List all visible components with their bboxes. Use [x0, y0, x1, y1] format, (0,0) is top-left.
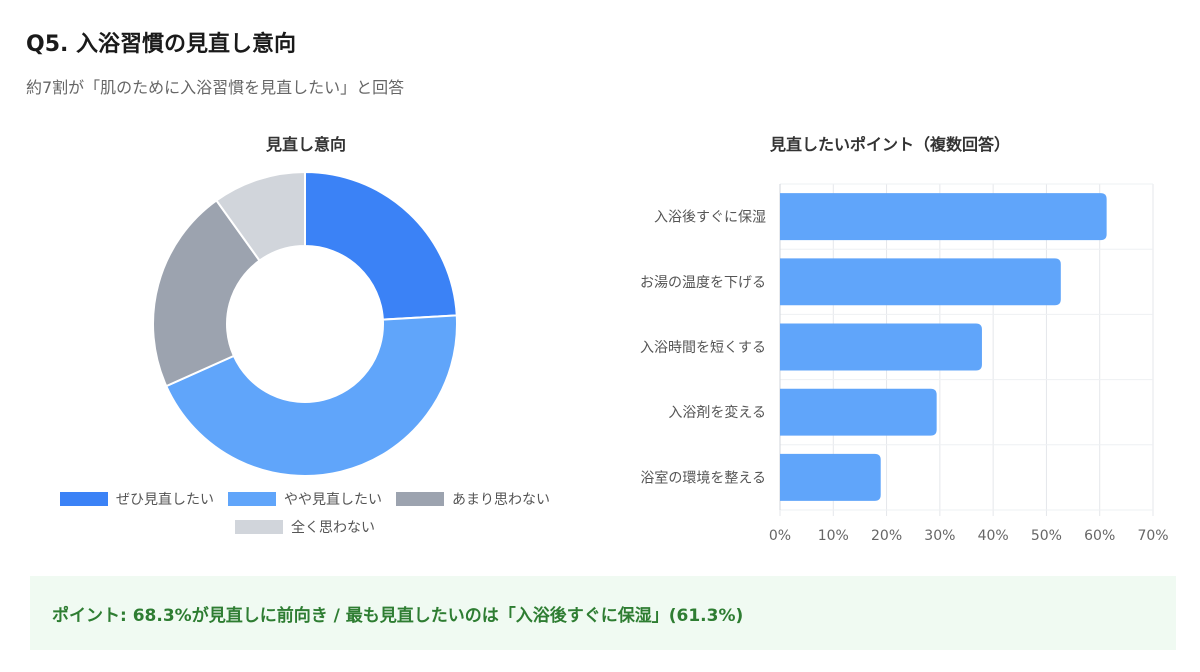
bar-chart: 0% 10% 20% 30% 40% 50% 60% 70% 入浴後すぐに保湿お湯の温度を下げる…	[640, 183, 1169, 544]
x-tick-label: 70%	[1137, 528, 1168, 544]
legend-label: 全く思わない	[291, 520, 375, 536]
x-tick-label: 30%	[924, 528, 955, 544]
legend-swatch	[228, 492, 276, 506]
x-tick-label: 40%	[978, 528, 1009, 544]
page-subtitle: 約7割が「肌のために入浴習慣を見直したい」と回答	[26, 78, 405, 97]
legend-label: ぜひ見直したい	[116, 492, 214, 508]
legend-item: 全く思わない	[235, 517, 375, 537]
donut-slice-3	[152, 199, 261, 388]
legend-item: あまり思わない	[396, 489, 550, 509]
donut-slice-1	[304, 170, 458, 321]
legend-swatch	[396, 492, 444, 506]
y-category-label: 入浴剤を変える	[668, 404, 766, 421]
legend-label: やや見直したい	[284, 492, 382, 508]
legend-row: 全く思わない	[40, 515, 570, 539]
donut-slice-4	[215, 170, 306, 263]
bar-chart-title: 見直したいポイント（複数回答）	[769, 135, 1010, 154]
y-category-label: お湯の温度を下げる	[640, 274, 766, 291]
callout-text: ポイント: 68.3%が見直しに前向き / 最も見直したいのは「入浴後すぐに保湿…	[52, 605, 744, 626]
page-title: Q5. 入浴習慣の見直し意向	[26, 32, 297, 57]
legend-item: ぜひ見直したい	[60, 489, 214, 509]
legend-label: あまり思わない	[452, 492, 550, 508]
donut-legend: ぜひ見直したい やや見直したい あまり思わない 全く思わない	[40, 487, 570, 543]
x-tick-label: 10%	[818, 528, 849, 544]
bar	[780, 193, 1107, 241]
x-tick-label: 0%	[769, 528, 791, 544]
x-tick-label: 60%	[1084, 528, 1115, 544]
bar	[780, 453, 881, 501]
legend-row: ぜひ見直したい やや見直したい あまり思わない	[40, 487, 570, 511]
legend-swatch	[235, 520, 283, 534]
y-category-label: 入浴後すぐに保湿	[654, 210, 766, 226]
y-category-label: 浴室の環境を整える	[640, 469, 766, 486]
y-category-label: 入浴時間を短くする	[640, 340, 766, 356]
x-tick-label: 50%	[1031, 528, 1062, 544]
legend-item: やや見直したい	[228, 489, 382, 509]
bar	[780, 323, 982, 371]
bar	[780, 258, 1061, 306]
bar	[780, 388, 937, 436]
x-tick-label: 20%	[871, 528, 902, 544]
donut-slice-2	[164, 314, 458, 477]
donut-chart-title: 見直し意向	[265, 135, 346, 154]
donut-chart	[152, 170, 458, 477]
point-callout: ポイント: 68.3%が見直しに前向き / 最も見直したいのは「入浴後すぐに保湿…	[26, 576, 1176, 650]
legend-swatch	[60, 492, 108, 506]
